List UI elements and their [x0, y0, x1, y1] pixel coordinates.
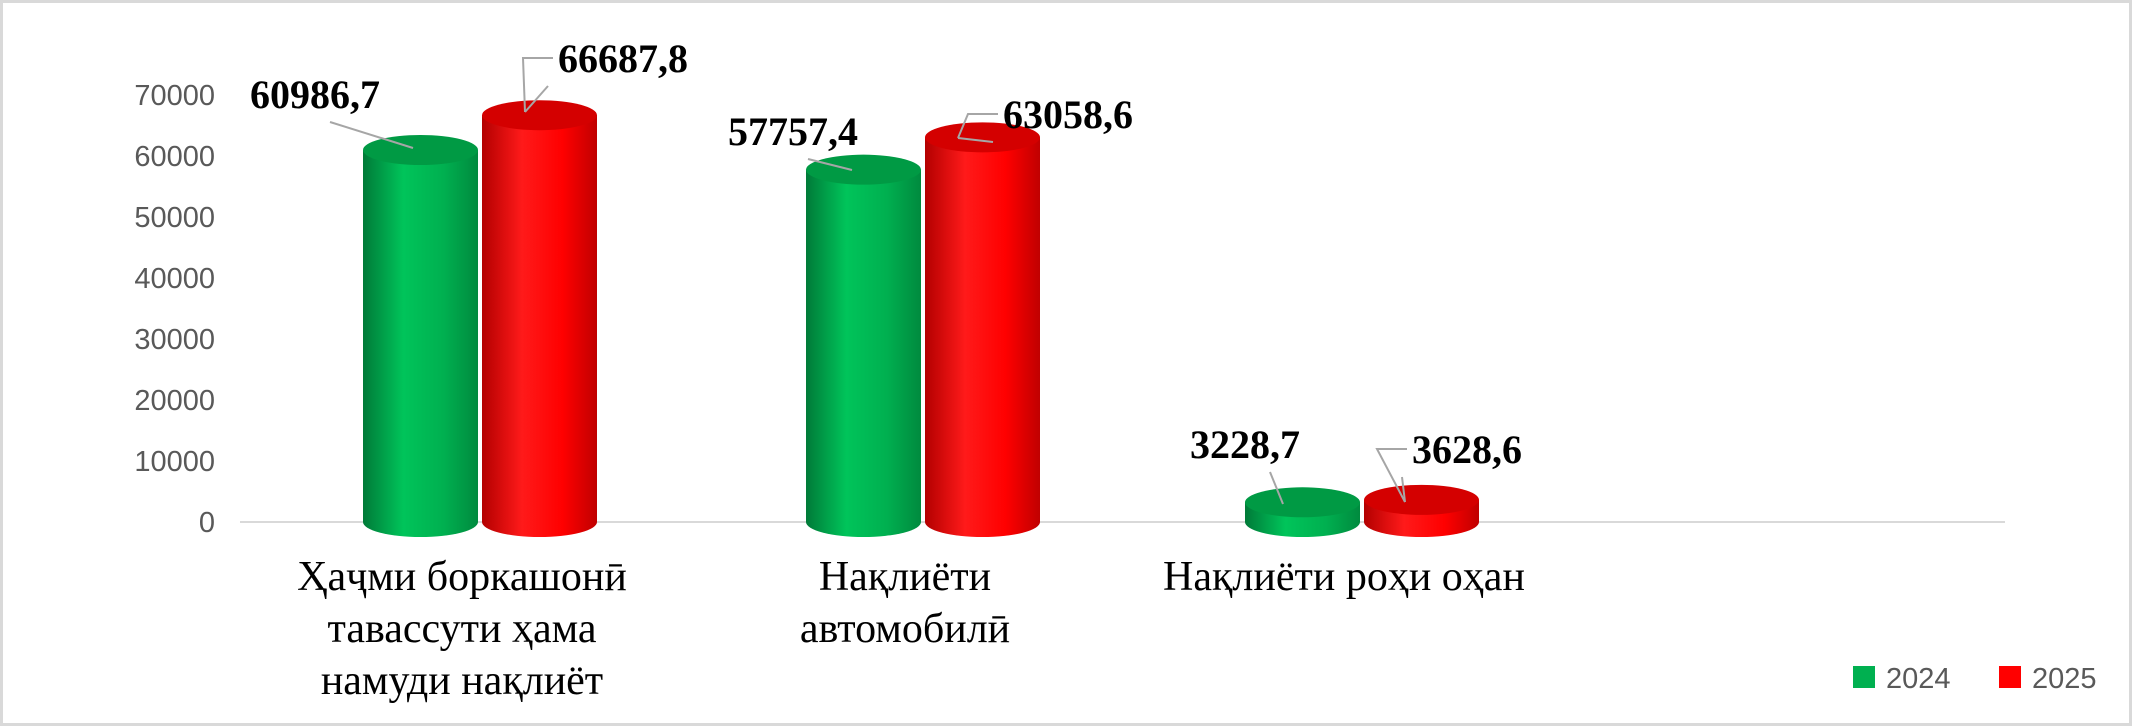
leader-line [807, 158, 853, 171]
leader-line [957, 137, 994, 143]
y-tick-label: 60000 [134, 141, 215, 173]
data-label: 3228,7 [1190, 422, 1300, 467]
data-label: 57757,4 [728, 109, 858, 154]
category-label: Нақлиёти роҳи оҳан [1163, 554, 1525, 600]
data-label: 66687,8 [558, 36, 688, 81]
bar-top [363, 134, 478, 165]
legend-swatch-2025 [1999, 666, 2021, 688]
bar-2025 [482, 100, 597, 538]
legend-label-2024: 2024 [1886, 663, 1951, 695]
bar-body [482, 115, 597, 538]
y-tick-label: 10000 [134, 446, 215, 478]
category-label: автомобилӣ [800, 606, 1010, 652]
y-tick-label: 30000 [134, 324, 215, 356]
bar-body [806, 169, 921, 538]
y-tick-label: 50000 [134, 202, 215, 234]
bar-2024 [1245, 487, 1360, 538]
bar-2025 [1364, 484, 1479, 538]
leader-line [521, 57, 553, 113]
y-tick-label: 70000 [134, 80, 215, 112]
bar-top [1364, 484, 1479, 515]
legend-label-2025: 2025 [2032, 663, 2097, 695]
category-label: тавассути ҳама [327, 606, 596, 652]
category-label: намуди нақлиёт [321, 658, 603, 704]
y-tick-label: 40000 [134, 263, 215, 295]
bar-top [1245, 487, 1360, 518]
bar-body [363, 149, 478, 537]
leader-line [957, 113, 998, 139]
leader-line [1401, 476, 1406, 503]
data-label: 63058,6 [1003, 92, 1133, 137]
leader-line [524, 85, 549, 113]
legend-swatch-2024 [1853, 666, 1875, 688]
bar-2024 [806, 154, 921, 538]
bar-2025 [925, 122, 1040, 538]
y-tick-label: 20000 [134, 385, 215, 417]
bar-top [806, 154, 921, 185]
category-label: Нақлиёти [819, 554, 991, 600]
category-label: Ҳаҷми боркашонӣ [297, 554, 627, 600]
bar-body [925, 137, 1040, 538]
bar-2024 [363, 134, 478, 537]
leader-line [329, 121, 414, 149]
bar-top [482, 100, 597, 131]
bar-top [925, 122, 1040, 153]
y-tick-label: 0 [199, 507, 215, 539]
leader-line [1375, 448, 1407, 503]
data-label: 60986,7 [250, 72, 380, 117]
leader-line [1269, 471, 1284, 505]
data-label: 3628,6 [1412, 427, 1522, 472]
